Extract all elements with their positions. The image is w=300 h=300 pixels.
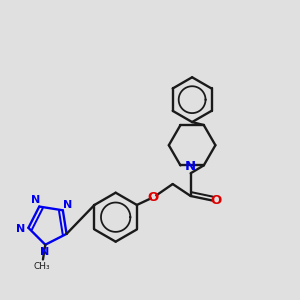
Text: N: N xyxy=(185,160,196,173)
Text: N: N xyxy=(64,200,73,210)
Text: O: O xyxy=(148,191,159,204)
Text: N: N xyxy=(31,195,40,205)
Text: N: N xyxy=(16,224,26,234)
Text: CH₃: CH₃ xyxy=(33,262,50,271)
Text: O: O xyxy=(210,194,222,207)
Text: N: N xyxy=(40,247,49,257)
